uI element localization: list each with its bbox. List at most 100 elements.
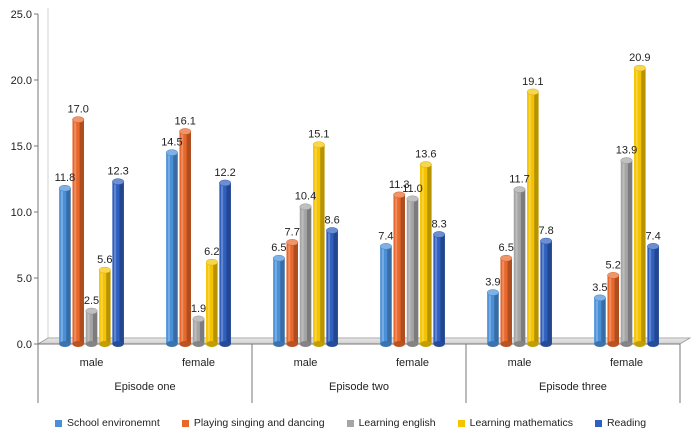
bar-base	[326, 341, 338, 347]
data-label: 7.4	[378, 230, 393, 242]
bar-body	[166, 152, 178, 344]
bar-highlight	[221, 182, 224, 344]
bar	[620, 157, 633, 347]
bar	[500, 254, 513, 347]
bar-top	[593, 294, 606, 302]
data-label: 1.9	[191, 303, 206, 315]
bar	[312, 141, 325, 347]
bar-highlight	[528, 91, 531, 344]
bar	[326, 227, 339, 347]
bar-body	[420, 164, 432, 344]
legend-swatch	[181, 419, 189, 427]
bar-top	[379, 243, 392, 250]
bar-highlight	[328, 230, 331, 344]
bar-highlight	[381, 246, 384, 344]
bar-shade	[520, 189, 526, 344]
bar-shade	[66, 188, 71, 344]
bar	[433, 231, 446, 347]
bar-top	[326, 227, 339, 234]
bar-top	[620, 157, 633, 164]
bar	[72, 116, 85, 347]
bar	[192, 315, 205, 347]
bar-highlight	[408, 198, 411, 344]
bar-shade	[92, 311, 98, 344]
data-label: 14.5	[161, 137, 182, 149]
chart-floor	[36, 337, 692, 345]
bar-top	[419, 161, 432, 168]
bar-body	[206, 262, 218, 344]
bar-base	[219, 341, 231, 347]
y-tick-label: 20.0	[11, 75, 32, 87]
bar-shade	[320, 144, 325, 344]
bar	[299, 203, 312, 347]
legend-label: Learning english	[358, 417, 436, 429]
bar-highlight	[114, 181, 117, 344]
group-label: Episode one	[114, 381, 175, 393]
bar-body	[594, 297, 606, 344]
bar-highlight	[609, 275, 612, 344]
bar-shade	[547, 241, 552, 344]
bar-highlight	[288, 242, 291, 344]
bar-shade	[507, 258, 512, 344]
bar-top	[219, 179, 232, 187]
bar-body	[112, 181, 124, 344]
bar-top	[205, 258, 218, 266]
bar-base	[393, 341, 405, 347]
bar-base	[607, 341, 619, 347]
bar-base	[206, 341, 218, 347]
bar-shade	[280, 258, 285, 344]
legend-item: School environemnt	[55, 417, 160, 429]
bar-shade	[293, 242, 298, 344]
data-label: 11.8	[55, 172, 76, 184]
bar-top	[192, 315, 205, 323]
bar-highlight	[595, 297, 598, 344]
bar-base	[273, 341, 285, 347]
bar-highlight	[395, 194, 398, 344]
data-label: 5.6	[97, 254, 112, 266]
bar-top	[433, 231, 446, 238]
bar-top	[393, 191, 406, 199]
legend-item: Reading	[594, 417, 646, 429]
bar-highlight	[515, 189, 518, 344]
bar	[647, 243, 660, 347]
bar-shade	[119, 181, 124, 344]
data-label: 8.6	[324, 214, 339, 226]
bar-base	[72, 341, 84, 347]
data-label: 8.3	[431, 218, 446, 230]
bar-top	[406, 195, 419, 203]
bar	[112, 178, 125, 347]
bar-body	[380, 246, 392, 344]
bar	[633, 64, 646, 347]
value-labels: 11.8 17.0 2.5 5.6 12.3 14.5 16.1 1.9 6.2 12.2 6.5 7…	[55, 52, 661, 315]
data-label: 6.2	[204, 246, 219, 258]
bar-shade	[413, 198, 419, 344]
bar	[513, 186, 526, 347]
bar-base	[286, 341, 298, 347]
bar	[98, 266, 111, 347]
bar-top	[179, 128, 192, 135]
legend-item: Playing singing and dancing	[181, 417, 325, 429]
bar-top	[633, 64, 646, 72]
data-label: 6.5	[499, 242, 514, 254]
bar-top	[165, 149, 178, 156]
group-label: Episode two	[329, 381, 389, 393]
bar-top	[272, 254, 285, 262]
bar	[607, 272, 620, 347]
bar-body	[99, 270, 111, 344]
bar-highlight	[635, 68, 638, 345]
bar-body	[313, 144, 325, 344]
bar-body	[393, 194, 405, 344]
bar-body	[85, 311, 98, 344]
bar	[85, 307, 98, 347]
data-label: 11.3	[389, 179, 410, 191]
bar	[406, 195, 419, 347]
bar-highlight	[301, 206, 304, 344]
bar-shade	[440, 234, 445, 344]
bar-body	[540, 241, 552, 344]
data-label: 2.5	[84, 295, 99, 307]
bar	[219, 179, 232, 347]
legend-label: School environemnt	[67, 417, 160, 429]
bar	[393, 191, 406, 347]
bar-base	[594, 341, 606, 347]
y-tick-label: 10.0	[11, 207, 32, 219]
